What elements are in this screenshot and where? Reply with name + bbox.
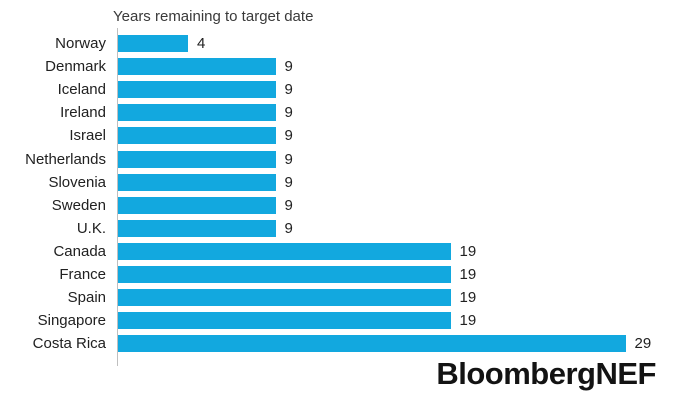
y-axis-line <box>117 28 118 366</box>
category-label: Slovenia <box>48 173 106 191</box>
value-label: 19 <box>459 289 477 307</box>
bar <box>118 312 451 330</box>
value-label: 9 <box>284 58 293 76</box>
bloombergnef-logo: BloombergNEF <box>436 356 656 391</box>
bar <box>118 173 276 191</box>
value-label: 19 <box>459 312 477 330</box>
bar <box>118 335 626 353</box>
bar <box>118 196 276 214</box>
value-label: 4 <box>197 35 206 52</box>
value-label: 19 <box>459 266 477 283</box>
category-label: Ireland <box>60 104 106 122</box>
value-label: 29 <box>634 335 652 353</box>
value-label: 9 <box>284 81 293 99</box>
bar <box>118 289 451 307</box>
category-label: Denmark <box>45 58 106 76</box>
category-label: U.K. <box>76 219 106 237</box>
category-label: Iceland <box>57 81 106 99</box>
value-label: 19 <box>459 242 477 260</box>
category-label: Netherlands <box>25 150 106 168</box>
bar <box>118 81 276 99</box>
category-label: Israel <box>69 127 106 145</box>
bar <box>118 242 451 260</box>
category-label: Norway <box>55 35 106 52</box>
category-label: Canada <box>53 242 106 260</box>
value-label: 9 <box>284 173 293 191</box>
value-label: 9 <box>284 104 293 122</box>
category-label: Spain <box>67 289 106 307</box>
category-label: Singapore <box>37 312 106 330</box>
bar <box>118 150 276 168</box>
value-label: 9 <box>284 219 293 237</box>
value-label: 9 <box>284 127 293 145</box>
bar <box>118 104 276 122</box>
value-label: 9 <box>284 150 293 168</box>
bar <box>118 219 276 237</box>
category-label: France <box>59 266 106 283</box>
category-label: Costa Rica <box>32 335 106 353</box>
chart-title: Years remaining to target date <box>113 8 314 25</box>
bar <box>118 58 276 76</box>
bar <box>118 266 451 283</box>
category-label: Sweden <box>51 196 106 214</box>
bar <box>118 127 276 145</box>
value-label: 9 <box>284 196 293 214</box>
bar <box>118 35 188 52</box>
